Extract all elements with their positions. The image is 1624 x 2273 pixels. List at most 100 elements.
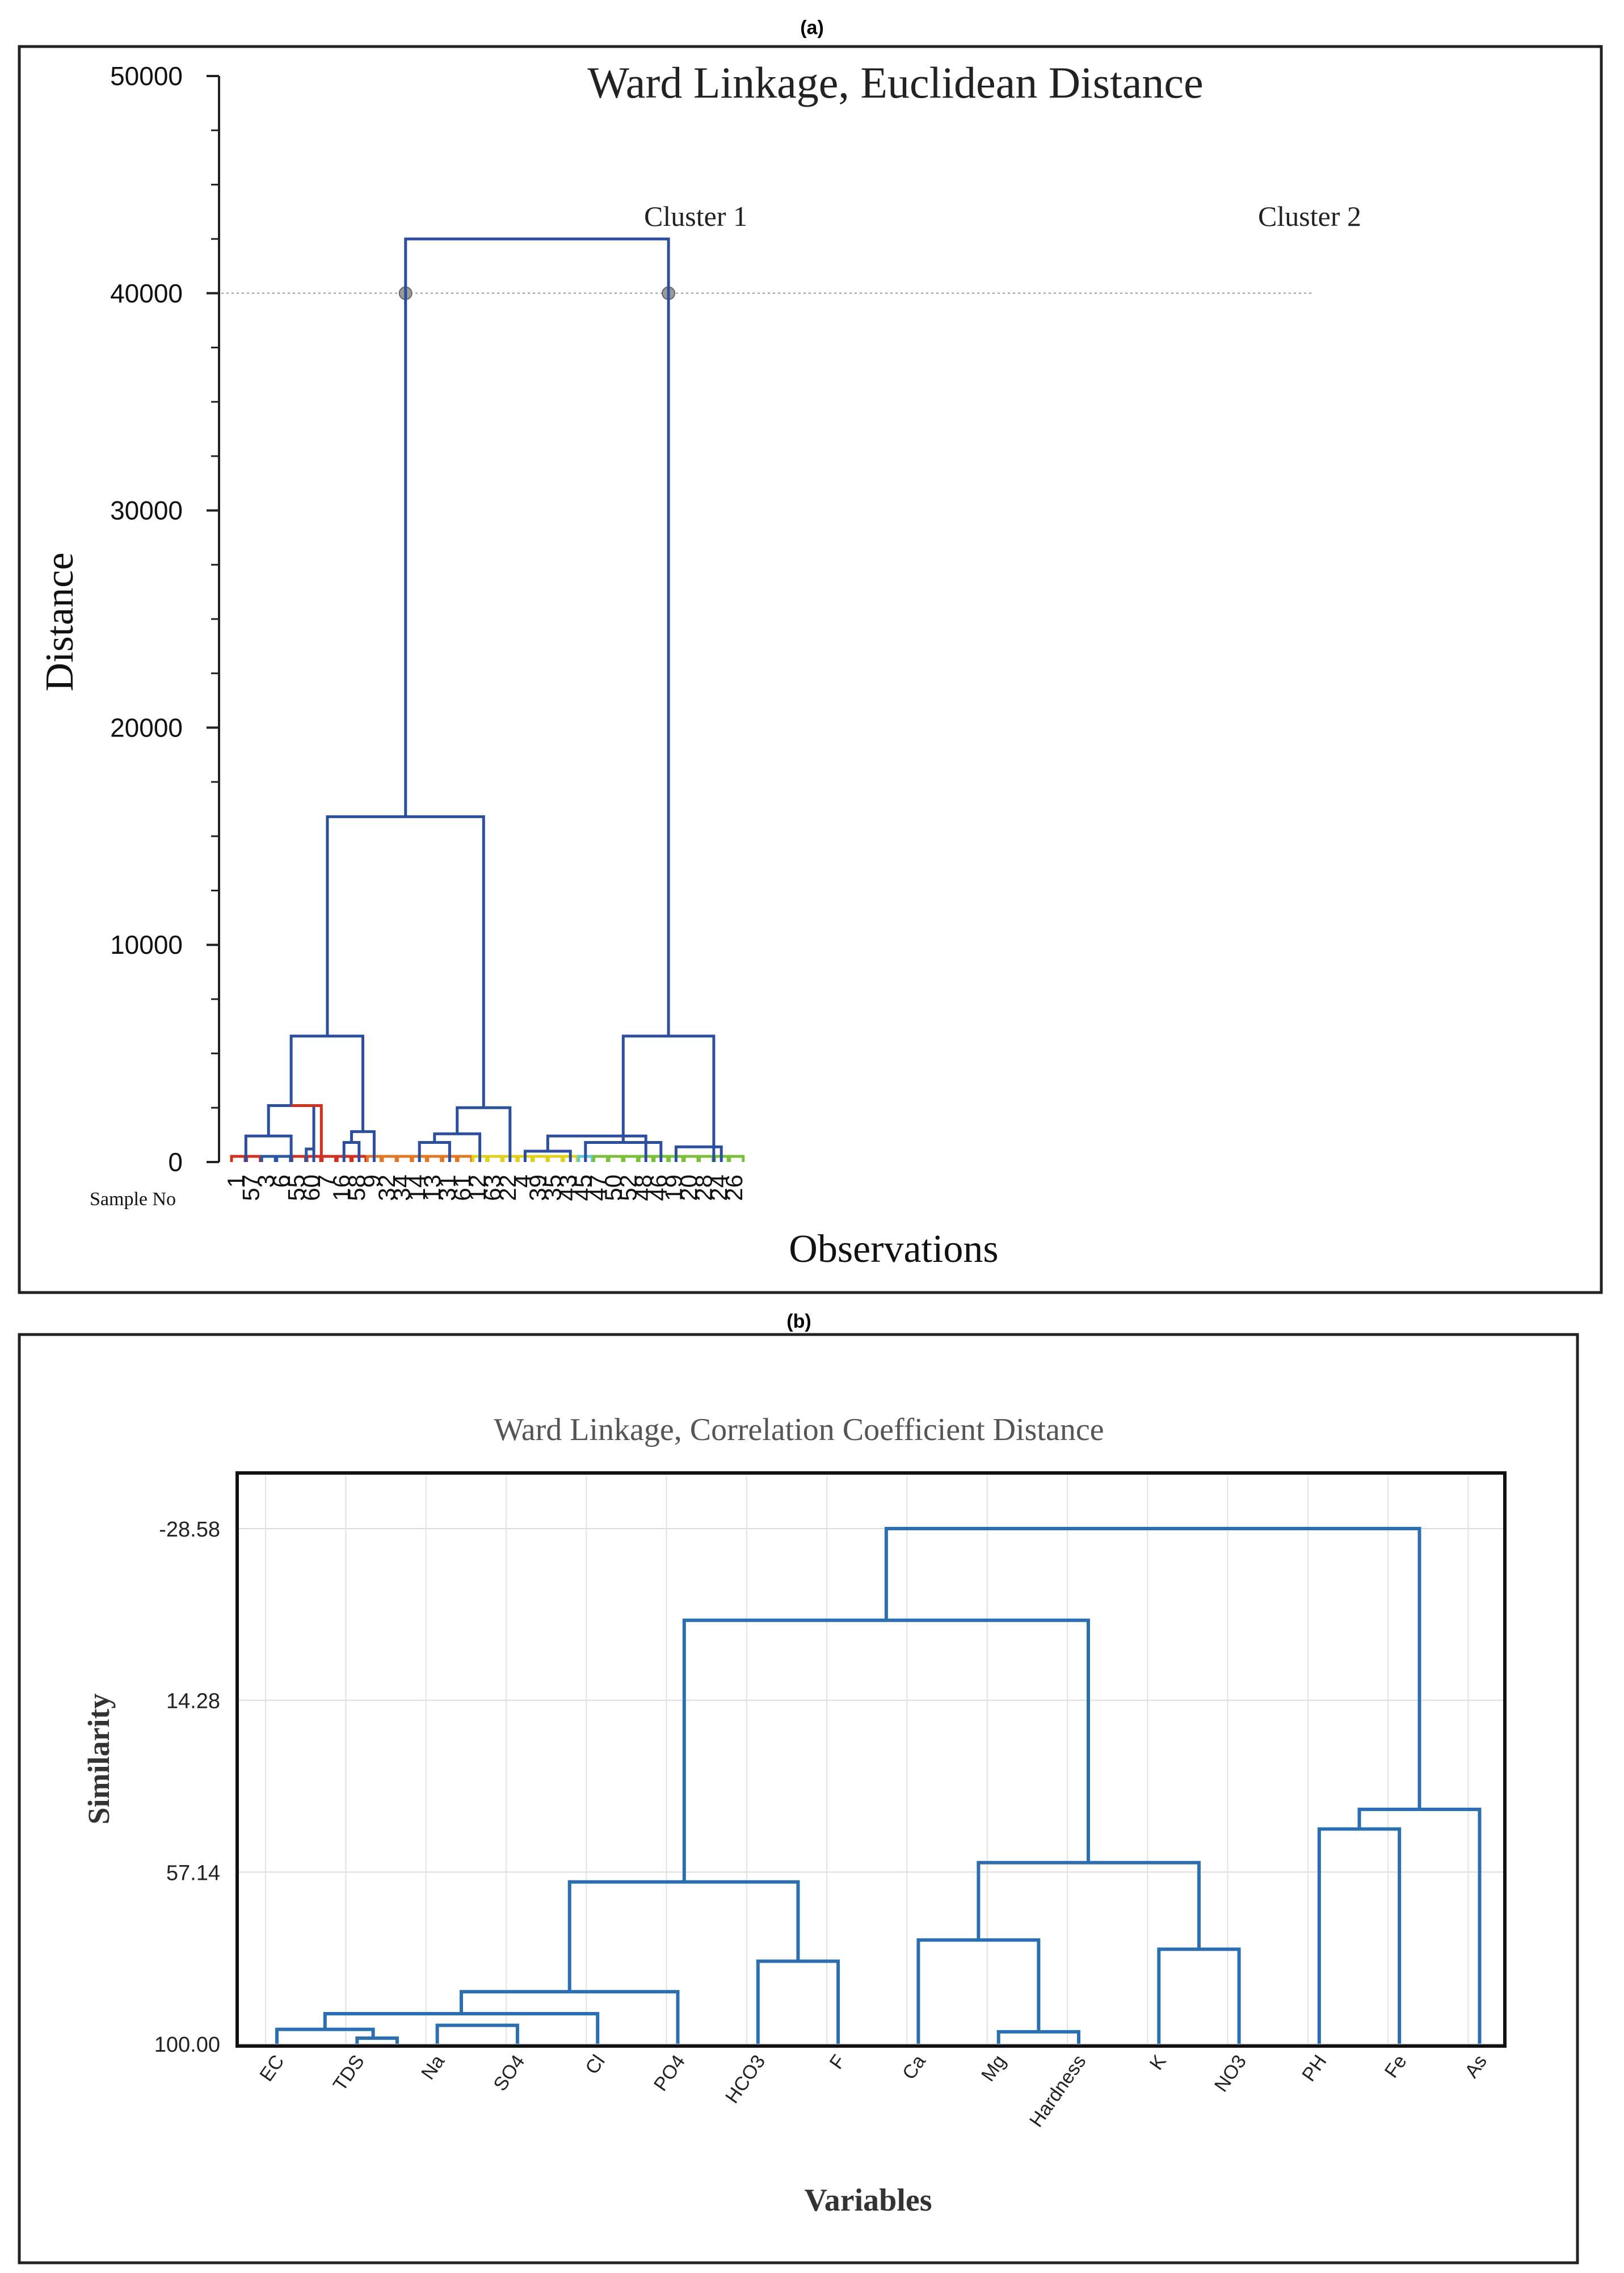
panel-a-leaf-stub [290, 1155, 307, 1162]
panel-a-leaf-label: 14 [403, 1175, 430, 1201]
panel-a-leaf-label: 52 [615, 1175, 642, 1201]
panel-a-leaf-label: 34 [389, 1175, 415, 1201]
panel-a-leaf-label: 45 [570, 1175, 596, 1201]
panel-a-dendrogram-link [674, 1145, 723, 1162]
panel-a-leaf-label: 6 [268, 1175, 294, 1188]
panel-b-leaf-label: Hardness [1025, 2051, 1091, 2131]
panel-b-leaf-label: SO4 [489, 2051, 529, 2095]
panel-a-dendrogram-link [404, 237, 670, 1036]
panel-a-leaf-label: 58 [343, 1175, 370, 1201]
panel-b-dendrogram-link [756, 1959, 840, 2044]
panel-a-cut-line [221, 286, 1312, 300]
panel-a-leaf-stub [486, 1155, 503, 1162]
panel-a-leaf-label: 28 [691, 1175, 717, 1201]
panel-b-label: (b) [786, 1311, 811, 1332]
panel-a-leaf-label: 61 [449, 1175, 476, 1201]
panel-a-leaf-stub [426, 1155, 443, 1162]
panel-b-y-tick-label: -28.58 [159, 1518, 220, 1542]
panel-b-leaf-label: PH [1298, 2051, 1331, 2085]
panel-a-leaf-stub [456, 1155, 473, 1162]
panel-b-dendrogram-link [1357, 1807, 1482, 2044]
panel-a-dendrogram-links [244, 237, 723, 1162]
panel-a-leaf-label: 3 [253, 1175, 279, 1188]
panel-b-leaf-label: As [1461, 2051, 1491, 2082]
panel-b-frame [18, 1333, 1579, 2264]
panel-a-leaf-stub [698, 1155, 715, 1162]
panel-b-leaf-label: Ca [898, 2051, 930, 2083]
panel-a-leaf-label: 22 [494, 1175, 521, 1201]
panel-a-leaf-label: 43 [554, 1175, 581, 1201]
panel-a-leaf-stub [683, 1155, 700, 1162]
panel-a-leaf-label: 48 [630, 1175, 657, 1201]
panel-a-leaf-labels: 1573655607165893234141331611263224393543… [222, 1175, 747, 1201]
panel-a-leaf-stub [532, 1155, 549, 1162]
panel-b-leaf-label: NO3 [1210, 2051, 1251, 2096]
panel-b-dendrogram-links [275, 1527, 1482, 2044]
panel-b-dendrogram-link [323, 2012, 600, 2044]
panel-a-leaf-stub [381, 1155, 398, 1162]
panel-a-dendrogram-link [584, 1141, 663, 1162]
panel-a-leaf-label: 47 [584, 1175, 611, 1201]
panel-b-y-tick-labels: -28.58 14.28 57.14 100.00 [154, 1518, 220, 2057]
panel-b-leaf-labels: EC TDS Na SO4 Cl PO4 HCO3 F Ca Mg Hardness K NO3 PH Fe… [255, 2051, 1491, 2131]
panel-a-leaf-stubs [230, 1155, 745, 1162]
panel-a-leaf-stub [245, 1155, 262, 1162]
panel-a-dendrogram-link [546, 1134, 647, 1162]
panel-a-x-axis-label: Observations [789, 1227, 998, 1271]
panel-a-leaf-label: 50 [600, 1175, 626, 1201]
panel-a-leaf-label: 31 [434, 1175, 460, 1201]
cluster-1-label: Cluster 1 [644, 200, 747, 232]
panel-b-y-tick-label: 57.14 [166, 1861, 220, 1885]
panel-b-y-tick-label: 100.00 [154, 2033, 220, 2057]
panel-a-leaf-label: 13 [419, 1175, 445, 1201]
panel-b-dendrogram-link [977, 1861, 1201, 1950]
panel-b-y-axis-label: Similarity [82, 1694, 116, 1825]
panel-a-leaf-label: 46 [645, 1175, 672, 1201]
panel-a-dendrogram-link [342, 1141, 361, 1162]
panel-a-y-tick-label: 10000 [110, 930, 183, 959]
panel-a-leaf-label: 63 [479, 1175, 506, 1201]
panel-a-y-tick-label: 20000 [110, 713, 183, 742]
panel-a-y-axis: 0 10000 20000 30000 40000 50000 [110, 61, 220, 1177]
panel-a-dendrogram-link [621, 1034, 716, 1162]
panel-b-leaf-label: Cl [581, 2051, 609, 2078]
panel-a-leaf-label: 35 [540, 1175, 566, 1201]
panel-b-gridlines [239, 1475, 1503, 2044]
panel-a-dendrogram-link [244, 1134, 293, 1162]
panel-b-dendrogram-link [459, 1990, 680, 2044]
panel-a-leaf-label: 57 [238, 1175, 264, 1201]
panel-a-leaf-label: 19 [660, 1175, 687, 1201]
panel-b-dendrogram-link [275, 2027, 375, 2044]
panel-b-leaf-label: PO4 [650, 2051, 689, 2095]
panel-a-leaf-stub [622, 1155, 639, 1162]
panel-a-leaf-stub [728, 1155, 745, 1162]
panel-a-leaf-label: 55 [283, 1175, 309, 1201]
panel-b-plot-area [235, 1471, 1507, 2048]
panel-b-y-tick-label: 14.28 [166, 1690, 220, 1714]
panel-a-label: (a) [800, 17, 824, 39]
panel-a-leaf-stub [275, 1155, 292, 1162]
panel-a-leaf-stub [260, 1155, 277, 1162]
panel-a-leaf-label: 32 [373, 1175, 400, 1201]
panel-a-leaf-label: 26 [721, 1175, 747, 1201]
panel-a-leaf-label: 4 [509, 1175, 536, 1188]
panel-a-dendrogram-link [289, 1034, 364, 1132]
panel-b-dendrogram-link [435, 2023, 519, 2044]
panel-b-leaf-label: Mg [977, 2051, 1010, 2085]
panel-b-dendrogram-link [567, 1880, 800, 1992]
panel-a-sample-no-label: Sample No [90, 1189, 176, 1210]
panel-b-leaf-label: K [1146, 2051, 1171, 2074]
panel-b-dendrogram-link [355, 2036, 399, 2044]
panel-a-dendrogram-link [418, 1141, 451, 1162]
panel-a-leaf-stub [230, 1155, 247, 1162]
panel-b-leaf-label: EC [255, 2051, 288, 2085]
panel-a-y-tick-label: 30000 [110, 496, 183, 525]
panel-a-leaf-stub [607, 1155, 624, 1162]
panel-a-leaf-stub [592, 1155, 609, 1162]
cluster-2-label: Cluster 2 [1258, 200, 1361, 232]
panel-a-y-axis-label: Distance [38, 553, 82, 692]
panel-a-leaf-label: 9 [358, 1175, 385, 1188]
panel-a-y-tick-label: 0 [168, 1147, 183, 1177]
panel-b-leaf-label: Fe [1381, 2051, 1411, 2082]
